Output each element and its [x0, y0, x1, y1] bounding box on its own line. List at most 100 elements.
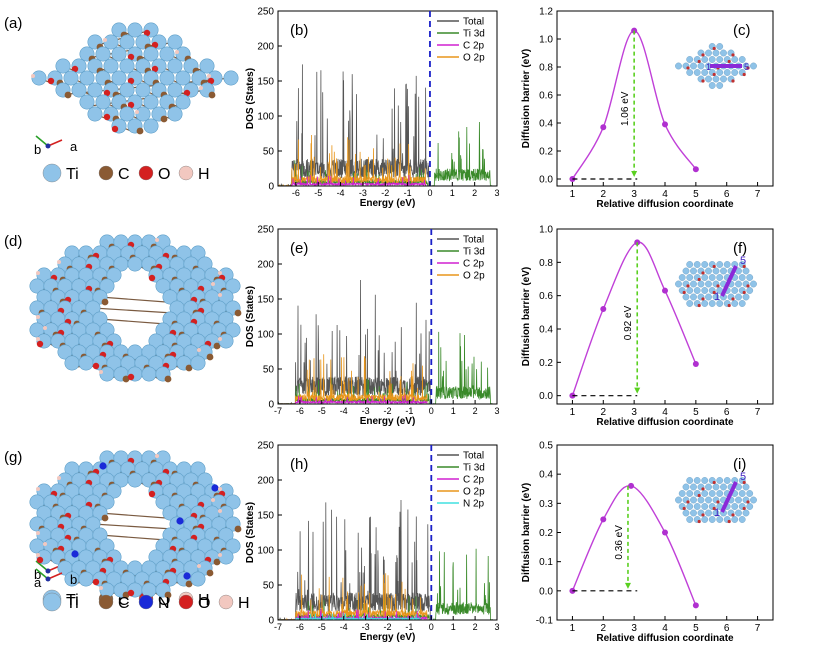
axis-arrow-red — [47, 139, 63, 147]
inset-atom — [735, 293, 742, 301]
inset-atom — [746, 274, 754, 281]
inset-atom — [693, 261, 701, 268]
inset-atom — [731, 287, 739, 294]
ti-atom — [31, 70, 47, 86]
y-tick-label: 0 — [268, 182, 274, 193]
inset-atom — [716, 490, 724, 497]
dos-panel-1: -7 -6 -5 -4 -3 -2 -1 0 1 2 3 0 50 100 150 200 250 Energy … — [245, 225, 500, 428]
o-atom — [143, 29, 151, 37]
inset-atom — [705, 267, 712, 275]
inset-o-atom — [746, 500, 750, 504]
element-legend: Ti C O H — [42, 163, 210, 183]
inset-o-atom — [686, 284, 690, 288]
x-tick-label: -1 — [405, 622, 413, 632]
ti-atom — [127, 256, 143, 272]
inset-o-atom — [682, 506, 686, 511]
y-tick-label: 1.0 — [539, 35, 553, 46]
bond — [99, 512, 167, 519]
ti-atom — [95, 94, 111, 110]
ti-atom — [159, 70, 175, 86]
ti3d-dos — [431, 121, 493, 186]
y-tick-label: 200 — [257, 42, 274, 53]
legend-label-C: C — [118, 166, 130, 183]
inset-atom — [731, 56, 739, 63]
y-tick-label: 0.5 — [539, 441, 553, 452]
inset-atom — [738, 516, 746, 523]
ti-atom — [143, 118, 159, 134]
inset-atom — [746, 490, 754, 497]
o2p-dos — [278, 134, 426, 186]
ti-atom — [190, 355, 206, 371]
ti-atom — [225, 494, 241, 510]
legend-label: Total — [463, 17, 484, 28]
ti-atom — [85, 300, 101, 316]
inset-atom — [708, 300, 716, 307]
inset-atom — [731, 300, 739, 307]
structure-panel-0: (a)b aTi C O H — [4, 15, 239, 183]
ti-atom — [106, 483, 122, 499]
ti-atom — [218, 333, 234, 349]
inset-o-atom — [742, 290, 746, 295]
ti-atom — [225, 278, 241, 294]
barrier-point — [600, 124, 607, 131]
o-atom — [151, 65, 159, 73]
inset-o-atom — [712, 506, 716, 511]
inset-label: 1 — [706, 62, 711, 72]
o-atom — [127, 53, 135, 61]
legend-label: O 2p — [463, 487, 485, 498]
total-dos — [278, 64, 430, 186]
y-axis-title: Diffusion barrier (eV) — [521, 483, 532, 582]
h-atom — [36, 271, 40, 275]
inset-atom — [682, 267, 690, 275]
inset-atom — [731, 516, 739, 523]
inset-atom — [750, 280, 757, 288]
inset-o-atom — [701, 53, 705, 57]
dos-panel-2: -7 -6 -5 -4 -3 -2 -1 0 1 2 3 0 50 100 150 200 250 Energy … — [245, 441, 500, 644]
bond — [99, 296, 167, 303]
inset-o-atom — [686, 66, 690, 70]
barrier-point — [692, 361, 699, 367]
total-dos — [278, 499, 431, 620]
h-atom — [57, 260, 61, 264]
inset-atom — [708, 516, 716, 523]
y-tick-label: 0.2 — [539, 358, 553, 369]
n2p-dos — [286, 613, 421, 620]
inset-o-atom — [727, 303, 731, 308]
y-tick-label: 0.0 — [539, 391, 553, 402]
h-atom — [218, 271, 222, 275]
ti-atom — [155, 234, 171, 250]
h-atom — [218, 487, 222, 491]
y-tick-label: 250 — [257, 225, 274, 236]
x-tick-label: -1 — [405, 406, 413, 416]
inset-atom — [742, 483, 750, 491]
inset-o-atom — [701, 79, 705, 83]
dos-curves — [278, 499, 494, 620]
inset-atom — [712, 293, 720, 301]
ti-atom — [225, 538, 241, 554]
h-atom — [36, 553, 40, 557]
o-atom — [92, 578, 100, 586]
legend-swatch-Ti — [42, 592, 62, 612]
ti-atom — [127, 472, 143, 488]
inset-atom — [716, 274, 724, 281]
y-axis-title: DOS (States) — [245, 502, 256, 563]
x-tick-label: 5 — [693, 189, 699, 200]
x-tick-label: 2 — [601, 407, 607, 418]
h-atom — [197, 564, 201, 568]
inset-o-atom — [731, 297, 735, 301]
h-atom — [57, 476, 61, 480]
x-tick-label: 1 — [451, 406, 456, 416]
inset-o-atom — [712, 480, 716, 485]
ti-atom — [87, 106, 103, 122]
barrier-annotation: 0.92 eV — [623, 305, 634, 340]
inset-o-atom — [697, 519, 701, 524]
ti-atom — [119, 106, 135, 122]
inset-o-atom — [686, 500, 690, 504]
legend-swatch-O — [178, 594, 194, 610]
y-tick-label: 100 — [257, 112, 274, 123]
inset-label: 5 — [740, 255, 746, 267]
x-tick-label: 4 — [662, 189, 668, 200]
h-atom — [103, 38, 107, 42]
